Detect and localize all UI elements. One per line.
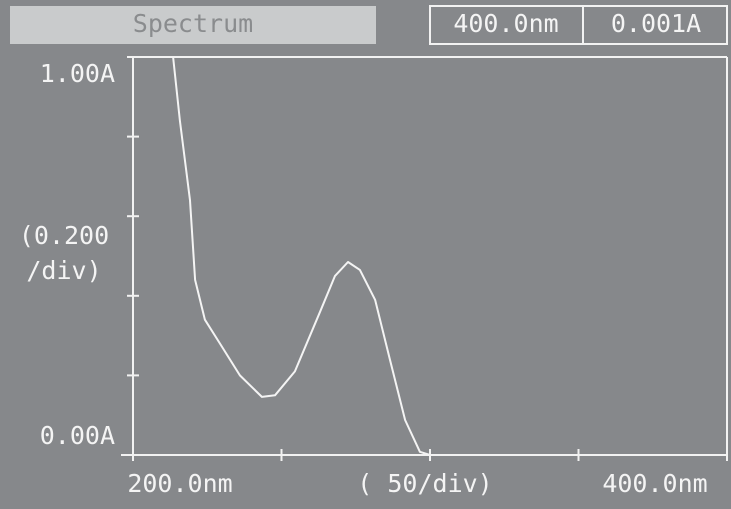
y-axis-label: (0.200: [19, 221, 109, 250]
x-tick-label: 400.0nm: [602, 469, 707, 498]
absorbance-readout: 0.001A: [611, 9, 701, 38]
chart-title: Spectrum: [133, 9, 253, 38]
y-tick-label: 0.00A: [40, 421, 115, 450]
wavelength-readout: 400.0nm: [453, 9, 558, 38]
y-axis-label: /div): [26, 256, 101, 285]
instrument-screen: Spectrum 400.0nm 0.001A (0.200 /div) ( 5…: [0, 0, 731, 509]
x-axis-label: ( 50/div): [357, 469, 492, 498]
y-tick-label: 1.00A: [40, 59, 115, 88]
x-tick-label: 200.0nm: [127, 469, 232, 498]
